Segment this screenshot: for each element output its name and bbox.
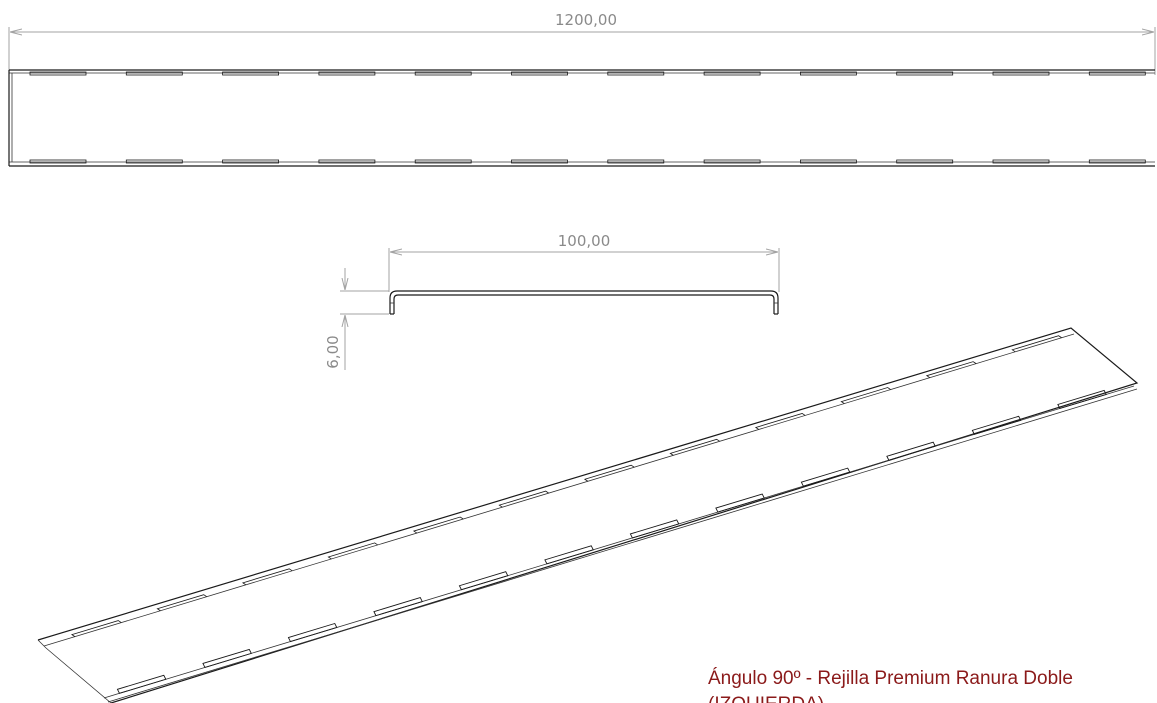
iso-slot-top <box>754 412 806 430</box>
slot-bottom <box>800 159 857 164</box>
iso-slot-bottom <box>458 571 509 591</box>
iso-slot-bottom <box>373 597 423 617</box>
slot-bottom <box>222 159 280 164</box>
slot-bottom <box>896 159 954 164</box>
iso-slot-top <box>412 516 464 534</box>
section-view: 100,00 6,00 <box>324 232 780 370</box>
height-dimension-label: 6,00 <box>324 335 342 368</box>
iso-slot-top <box>925 361 977 379</box>
slot-bottom <box>992 159 1050 164</box>
width-dimension-label: 100,00 <box>558 232 611 250</box>
slot-top <box>703 71 761 76</box>
iso-slot-top <box>327 542 378 560</box>
iso-slot-top <box>156 594 207 612</box>
iso-slot-top <box>840 387 891 404</box>
iso-slot-bottom <box>544 545 594 565</box>
slot-top <box>125 71 183 76</box>
iso-slot-bottom <box>629 519 680 539</box>
slot-top <box>318 71 376 76</box>
slot-bottom <box>318 159 376 164</box>
caption-title: Ángulo 90º - Rejilla Premium Ranura Dobl… <box>708 668 1073 689</box>
width-dimension: 100,00 <box>388 232 780 292</box>
slot-top <box>29 71 87 76</box>
slot-top <box>800 71 857 76</box>
iso-slot-bottom <box>971 415 1022 435</box>
caption-subtitle: (IZQUIERDA) <box>708 692 1157 703</box>
iso-slot-bottom <box>715 493 765 513</box>
isometric-bottom-slots <box>116 389 1107 694</box>
iso-slot-bottom <box>886 441 936 461</box>
slot-bottom <box>29 159 87 164</box>
slot-top <box>896 71 954 76</box>
drawing-caption: Ángulo 90º - Rejilla Premium Ranura Dobl… <box>708 666 1157 703</box>
top-view-outline <box>8 69 1155 167</box>
slot-bottom <box>414 159 472 164</box>
slot-top <box>511 71 568 76</box>
slot-bottom <box>1088 159 1146 164</box>
length-dimension-label: 1200,00 <box>555 11 617 29</box>
slot-top <box>992 71 1050 76</box>
iso-slot-bottom <box>1057 389 1107 410</box>
height-dimension: 6,00 <box>324 268 389 370</box>
iso-slot-bottom <box>202 648 252 668</box>
iso-slot-top <box>1011 335 1062 353</box>
section-profile <box>389 290 779 315</box>
iso-slot-top <box>70 620 122 637</box>
isometric-view <box>37 327 1139 703</box>
slot-top <box>414 71 472 76</box>
slot-top <box>222 71 280 76</box>
slot-top <box>1088 71 1146 76</box>
iso-slot-top <box>583 464 635 482</box>
slot-bottom <box>607 159 665 164</box>
length-dimension: 1200,00 <box>8 11 1156 75</box>
iso-slot-bottom <box>116 674 167 694</box>
slot-top <box>607 71 665 76</box>
slot-bottom <box>511 159 568 164</box>
iso-slot-top <box>669 438 720 456</box>
slot-bottom <box>125 159 183 164</box>
isometric-top-slots <box>70 335 1062 637</box>
iso-slot-bottom <box>800 467 851 487</box>
top-view: 1200,00 <box>8 11 1156 167</box>
iso-slot-top <box>241 568 293 586</box>
iso-slot-bottom <box>287 622 338 643</box>
top-view-slots <box>29 71 1146 164</box>
slot-bottom <box>703 159 761 164</box>
iso-slot-top <box>498 490 549 508</box>
